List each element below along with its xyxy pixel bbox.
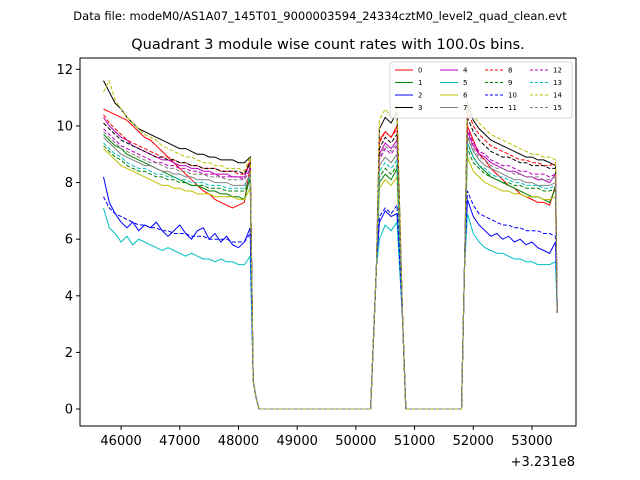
series-line-15 [103,131,558,410]
legend-label: 4 [463,67,468,75]
legend-label: 9 [508,79,512,87]
y-tick-label: 6 [65,233,73,248]
x-tick-label: 48000 [218,434,259,449]
x-offset-label: +3.231e8 [511,455,575,470]
x-tick-label: 53000 [511,434,552,449]
legend-box [389,61,573,119]
legend-label: 1 [418,79,422,87]
y-tick-label: 0 [65,403,73,418]
y-tick-label: 12 [56,63,73,78]
x-tick-label: 52000 [453,434,494,449]
x-axis: 46000 47000 48000 49000 50000 51000 52000 53000 [100,426,553,449]
series-line-13 [103,142,558,410]
legend-label: 13 [553,79,562,87]
y-tick-label: 8 [65,176,73,191]
plot-lines [103,79,558,410]
y-axis: 0 2 4 6 8 10 12 [56,63,80,418]
series-line-2 [103,176,558,410]
y-tick-label: 4 [65,289,73,304]
legend-label: 15 [553,104,562,112]
legend-label: 7 [463,104,467,112]
y-tick-label: 2 [65,346,73,361]
legend-label: 11 [508,104,517,112]
series-line-0 [103,108,558,410]
axes-frame [79,57,577,427]
legend-label: 2 [418,92,422,100]
legend-label: 6 [463,92,468,100]
series-line-12 [103,128,558,410]
x-tick-label: 51000 [394,434,435,449]
series-line-5 [103,207,558,410]
y-tick-label: 10 [56,119,73,134]
legend-label: 5 [463,79,467,87]
series-line-10 [103,190,558,410]
series-line-9 [103,145,558,410]
legend-label: 10 [508,92,517,100]
legend-label: 0 [418,67,422,75]
legend-label: 8 [508,67,512,75]
series-line-14 [103,79,558,410]
series-line-6 [103,148,558,410]
legend-label: 14 [553,92,562,100]
x-tick-label: 50000 [335,434,376,449]
chart-suptitle: Data file: modeM0/AS1A07_145T01_90000035… [73,9,567,23]
x-tick-label: 49000 [277,434,318,449]
series-line-7 [103,136,558,410]
chart-title: Quadrant 3 module wise count rates with … [131,37,525,53]
legend-label: 3 [418,104,422,112]
series-line-8 [103,108,558,410]
series-line-4 [103,117,558,410]
x-tick-label: 47000 [159,434,200,449]
legend-label: 12 [553,67,562,75]
series-line-3 [103,80,558,410]
x-tick-label: 46000 [100,434,141,449]
